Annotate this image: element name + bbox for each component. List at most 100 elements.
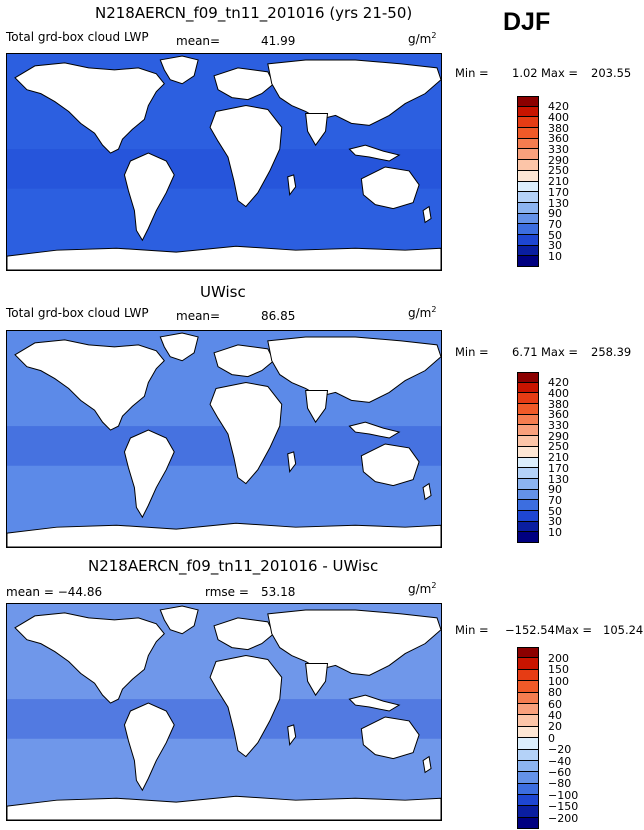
- colorbar-tick-label: 380: [548, 121, 569, 135]
- panel2-mean-value: 86.85: [261, 309, 296, 323]
- india-landmass: [305, 662, 329, 697]
- panel3-colorbar: [517, 647, 539, 830]
- colorbar-tick-label: 330: [548, 143, 569, 156]
- colorbar-tick-label: 0: [548, 731, 555, 745]
- antarctica-landmass: [7, 245, 441, 270]
- colorbar-swatch: [517, 234, 539, 246]
- panel2-min-value: 6.71: [512, 345, 538, 359]
- antarctica-landmass: [7, 522, 441, 547]
- colorbar-swatch: [517, 202, 539, 214]
- colorbar-swatch: [517, 170, 539, 182]
- asia-landmass: [267, 609, 441, 676]
- colorbar-swatch: [517, 521, 539, 533]
- colorbar-tick-label: −60: [548, 765, 572, 779]
- indonesia-landmass: [348, 421, 401, 439]
- panel1-min-label: Min =: [455, 66, 489, 80]
- colorbar-swatch: [517, 457, 539, 469]
- colorbar-tick-label: 250: [548, 164, 569, 178]
- colorbar-swatch: [517, 703, 539, 716]
- colorbar-swatch: [517, 213, 539, 225]
- colorbar-tick-label: 130: [548, 472, 569, 486]
- panel1-colorbar: [517, 96, 539, 267]
- colorbar-swatch: [517, 96, 539, 107]
- indonesia-landmass: [348, 694, 401, 712]
- colorbar-swatch: [517, 117, 539, 129]
- new-zealand-landmass: [422, 205, 432, 224]
- season-label: DJF: [503, 8, 551, 36]
- panel3-units: g/m2: [408, 581, 437, 596]
- colorbar-tick-label: 290: [548, 153, 569, 167]
- greenland-landmass: [159, 55, 199, 85]
- panel2-variable-label: Total grd-box cloud LWP: [6, 306, 149, 320]
- colorbar-swatch: [517, 224, 539, 235]
- africa-landmass: [209, 382, 283, 485]
- colorbar-tick-label: −200: [548, 811, 579, 825]
- colorbar-tick-label: 420: [548, 100, 569, 114]
- colorbar-swatch: [517, 414, 539, 426]
- colorbar-swatch: [517, 149, 539, 161]
- colorbar-tick-label: 100: [548, 674, 569, 688]
- colorbar-swatch: [517, 749, 539, 761]
- colorbar-swatch: [517, 738, 539, 750]
- colorbar-swatch: [517, 692, 539, 704]
- colorbar-tick-label: 420: [548, 376, 569, 390]
- colorbar-tick-label: 250: [548, 440, 569, 454]
- colorbar-swatch: [517, 181, 539, 193]
- asia-landmass: [267, 336, 441, 403]
- colorbar-tick-label: 380: [548, 397, 569, 411]
- colorbar-swatch: [517, 681, 539, 693]
- panel3-min-label: Min =: [455, 623, 489, 637]
- colorbar-tick-label: 40: [548, 708, 562, 722]
- colorbar-swatch: [517, 806, 539, 818]
- colorbar-tick-label: 200: [548, 651, 569, 665]
- panel1-units: g/m2: [408, 31, 437, 46]
- panel1-mean-label: mean=: [176, 34, 221, 48]
- colorbar-swatch: [517, 404, 539, 415]
- colorbar-swatch: [517, 783, 539, 796]
- panel1-title: N218AERCN_f09_tn11_201016 (yrs 21-50): [95, 4, 413, 22]
- panel2-min-label: Min =: [455, 345, 489, 359]
- colorbar-swatch: [517, 106, 539, 118]
- panel3-min-value: −152.54: [505, 623, 555, 637]
- panel3-max-label: Max =: [555, 623, 593, 637]
- india-landmass: [305, 112, 329, 147]
- colorbar-tick-label: 400: [548, 386, 569, 400]
- north-america-landmass: [14, 339, 165, 431]
- panel2-title: UWisc: [200, 283, 246, 301]
- colorbar-tick-label: 30: [548, 239, 562, 253]
- colorbar-tick-label: −100: [548, 788, 579, 802]
- colorbar-swatch: [517, 647, 539, 659]
- colorbar-tick-label: 330: [548, 419, 569, 432]
- south-america-landmass: [123, 429, 175, 519]
- colorbar-tick-label: 60: [548, 697, 562, 711]
- europe-landmass: [213, 344, 275, 378]
- colorbar-swatch: [517, 726, 539, 739]
- panel2-max-label: Max =: [541, 345, 579, 359]
- panel3-rmse-label: rmse =: [205, 585, 249, 599]
- asia-landmass: [267, 59, 441, 126]
- colorbar-swatch: [517, 446, 539, 458]
- colorbar-tick-label: 290: [548, 429, 569, 443]
- panel2-max-value: 258.39: [591, 345, 632, 359]
- panel3-rmse-value: 53.18: [261, 585, 296, 599]
- south-america-landmass: [123, 152, 175, 242]
- africa-landmass: [209, 655, 283, 758]
- colorbar-tick-label: 170: [548, 185, 569, 199]
- colorbar-swatch: [517, 192, 539, 203]
- colorbar-tick-label: 360: [548, 408, 569, 422]
- colorbar-swatch: [517, 128, 539, 139]
- colorbar-tick-label: −150: [548, 800, 579, 814]
- colorbar-swatch: [517, 425, 539, 437]
- panel3-title: N218AERCN_f09_tn11_201016 - UWisc: [88, 557, 379, 575]
- europe-landmass: [213, 617, 275, 651]
- colorbar-swatch: [517, 478, 539, 490]
- colorbar-tick-label: 360: [548, 132, 569, 146]
- colorbar-swatch: [517, 532, 539, 543]
- colorbar-swatch: [517, 372, 539, 383]
- madagascar-landmass: [287, 174, 297, 196]
- colorbar-swatch: [517, 468, 539, 479]
- panel2-units: g/m2: [408, 305, 437, 320]
- colorbar-tick-label: 70: [548, 217, 562, 231]
- colorbar-swatch: [517, 489, 539, 501]
- colorbar-tick-label: 400: [548, 110, 569, 124]
